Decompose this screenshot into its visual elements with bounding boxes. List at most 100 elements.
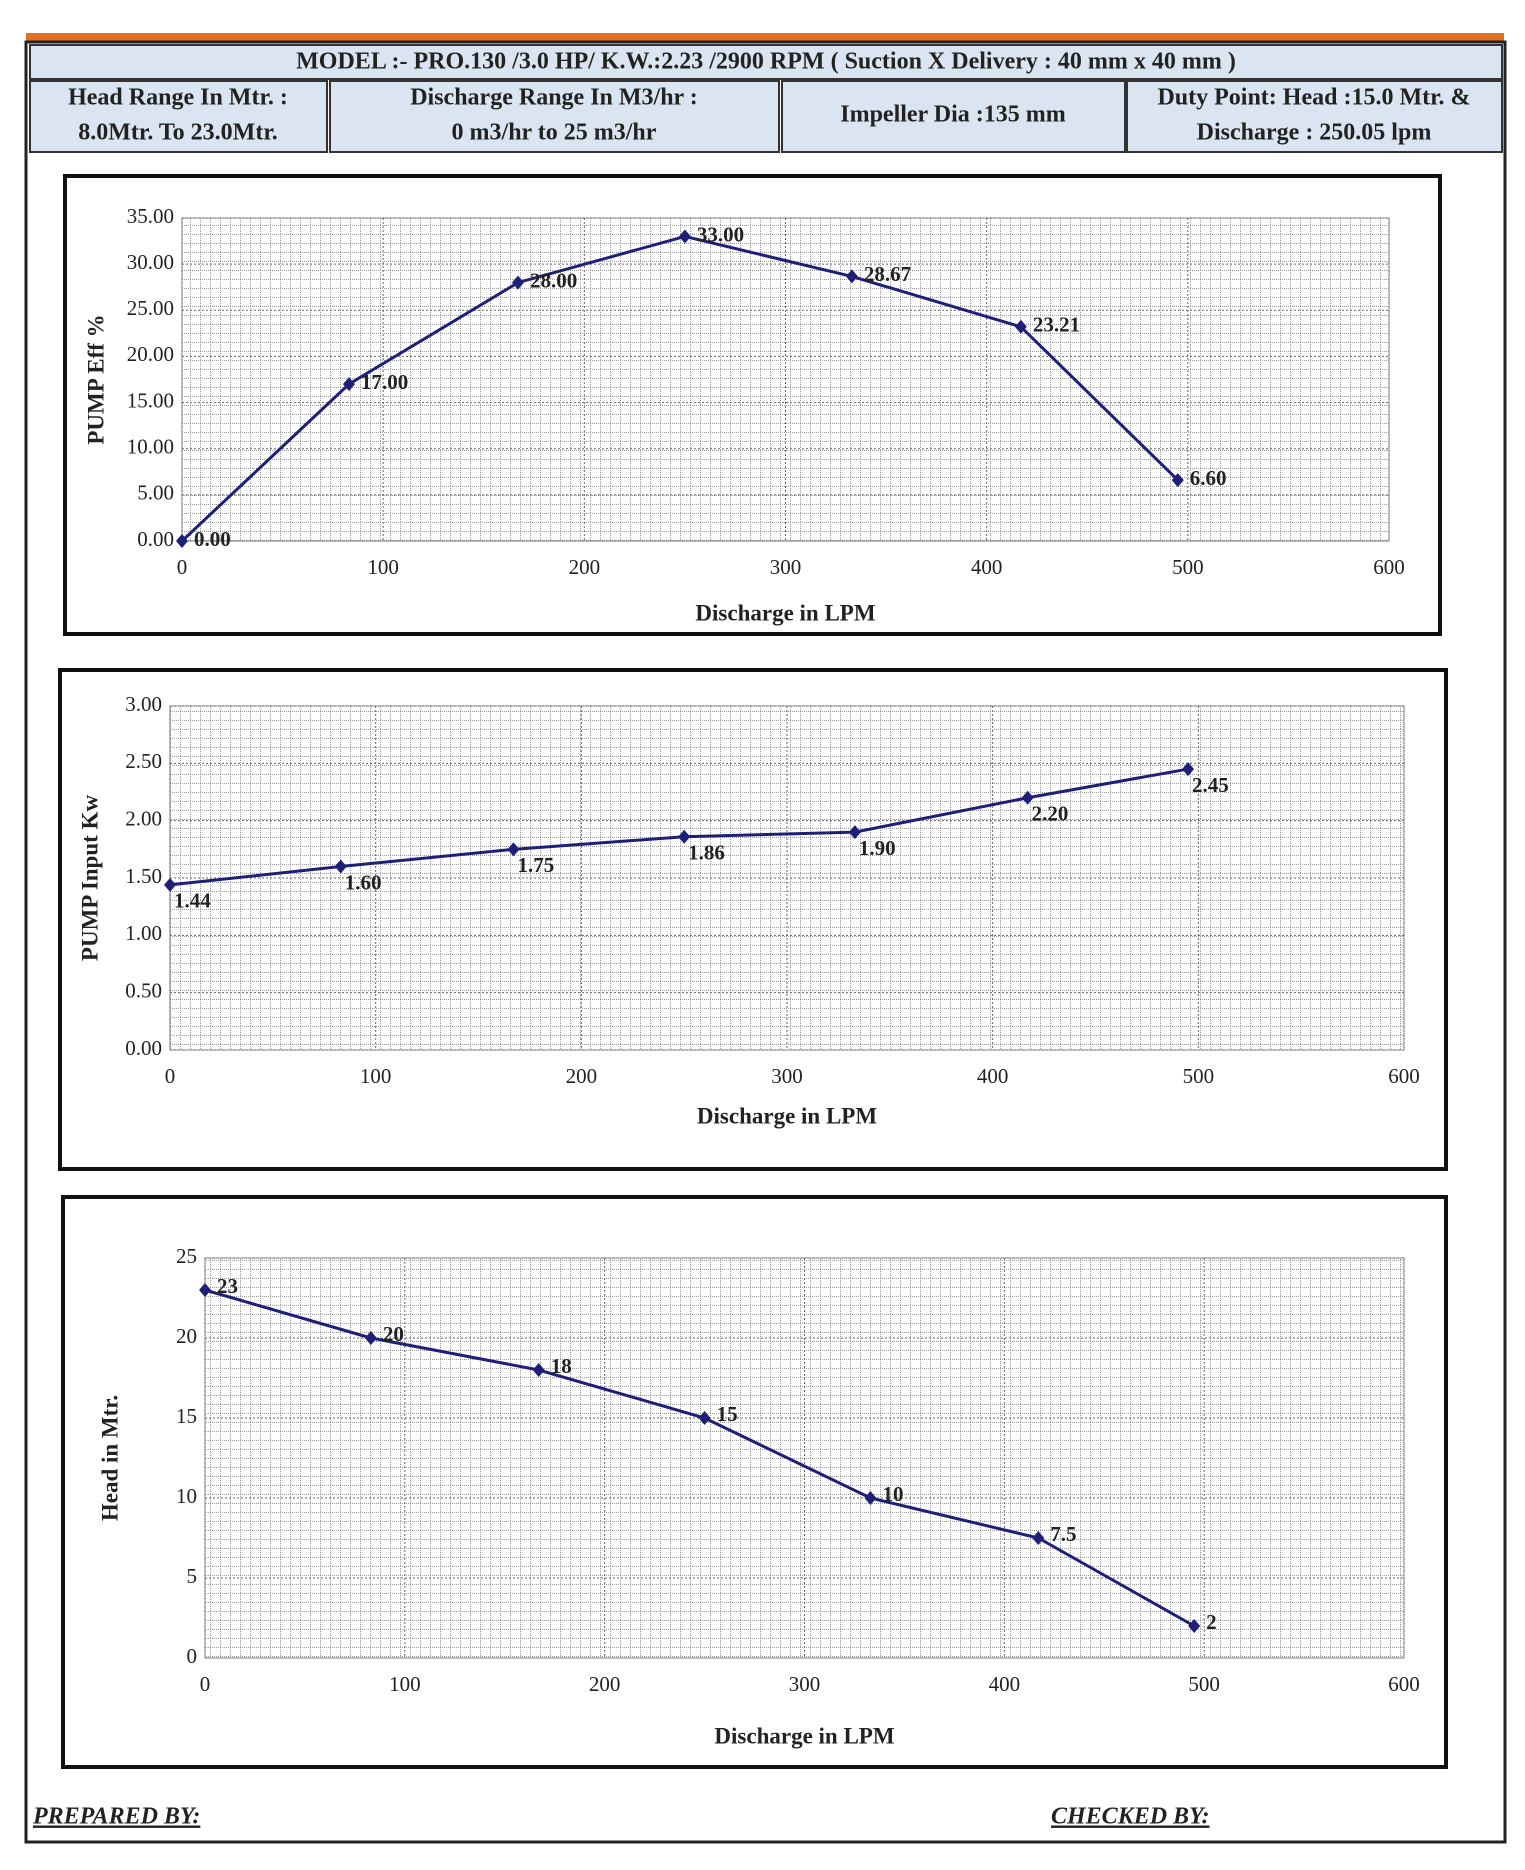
data-point: [848, 825, 861, 840]
x-tick-label: 300: [770, 555, 802, 579]
cell-text: Discharge : 250.05 lpm: [1197, 120, 1432, 146]
x-tick-label: 200: [589, 1672, 621, 1696]
cell: [1126, 80, 1503, 153]
x-tick-label: 300: [789, 1672, 821, 1696]
value-label: 1.60: [345, 870, 382, 894]
x-tick-label: 600: [1388, 1064, 1420, 1088]
y-tick-label: 10: [176, 1484, 197, 1508]
value-label: 2: [1206, 1610, 1217, 1634]
x-tick-label: 0: [165, 1064, 176, 1088]
y-tick-label: 10.00: [127, 435, 174, 459]
x-tick-label: 200: [566, 1064, 598, 1088]
x-tick-label: 200: [569, 555, 601, 579]
y-axis-label: Head in Mtr.: [97, 1395, 122, 1521]
y-tick-label: 0.00: [125, 1036, 162, 1060]
value-label: 1.90: [859, 836, 896, 860]
x-tick-label: 500: [1183, 1064, 1215, 1088]
x-tick-label: 100: [360, 1064, 392, 1088]
x-tick-label: 600: [1388, 1672, 1420, 1696]
y-tick-label: 30.00: [127, 250, 174, 274]
x-tick-label: 400: [989, 1672, 1021, 1696]
x-tick-label: 500: [1172, 555, 1204, 579]
value-label: 2.20: [1032, 802, 1069, 826]
data-point: [199, 1283, 211, 1297]
data-point: [164, 877, 176, 892]
value-label: 1.44: [174, 889, 211, 913]
data-point: [1032, 1531, 1045, 1545]
x-tick-label: 100: [367, 555, 399, 579]
checked-by: CHECKED BY:: [1051, 1804, 1210, 1830]
cell-text: Head Range In Mtr. :: [68, 85, 288, 111]
data-point: [511, 275, 524, 290]
data-point: [1014, 319, 1027, 334]
y-tick-label: 0.50: [125, 978, 162, 1002]
value-label: 18: [551, 1354, 572, 1378]
y-axis-label: PUMP Eff %: [83, 314, 108, 444]
value-label: 20: [383, 1322, 404, 1346]
x-tick-label: 400: [971, 555, 1003, 579]
y-tick-label: 2.50: [125, 749, 162, 773]
cell-text: Discharge Range In M3/hr :: [410, 85, 698, 111]
y-tick-label: 1.00: [125, 921, 162, 945]
data-point: [845, 269, 858, 284]
model: MODEL :- PRO.130 /3.0 HP/ K.W.:2.23 /290…: [296, 49, 1236, 75]
x-axis-label: Discharge in LPM: [714, 1723, 894, 1748]
data-point: [1182, 762, 1195, 777]
value-label: 23.21: [1033, 313, 1080, 337]
value-label: 15: [717, 1402, 738, 1426]
y-tick-label: 0.00: [137, 527, 174, 551]
data-point: [1021, 790, 1034, 805]
y-tick-label: 0: [187, 1644, 198, 1668]
y-tick-label: 1.50: [125, 864, 162, 888]
chart-frame: [63, 174, 1442, 636]
y-tick-label: 5.00: [137, 481, 174, 505]
value-label: 28.67: [864, 262, 911, 286]
cell: [329, 80, 780, 153]
data-point: [864, 1491, 877, 1505]
chart-frame: [58, 668, 1448, 1171]
data-point: [532, 1363, 545, 1377]
x-axis-label: Discharge in LPM: [697, 1103, 877, 1128]
y-tick-label: 15: [176, 1404, 197, 1428]
data-point: [334, 859, 347, 874]
cell-text: Impeller Dia :135 mm: [840, 102, 1066, 128]
y-tick-label: 20: [176, 1324, 197, 1348]
x-tick-label: 300: [771, 1064, 803, 1088]
value-label: 33.00: [697, 222, 744, 246]
value-label: 6.60: [1190, 466, 1227, 490]
value-label: 7.5: [1050, 1522, 1076, 1546]
x-tick-label: 0: [177, 555, 188, 579]
y-tick-label: 35.00: [127, 204, 174, 228]
data-point: [176, 534, 188, 548]
data-point: [678, 229, 691, 244]
y-tick-label: 5: [187, 1564, 198, 1588]
x-axis-label: Discharge in LPM: [695, 600, 875, 625]
data-point: [507, 842, 520, 857]
data-point: [698, 1411, 711, 1425]
data-point: [1171, 473, 1184, 488]
cell-text: 0 m3/hr to 25 m3/hr: [452, 120, 657, 146]
y-axis-label: PUMP Input Kw: [77, 795, 102, 962]
y-tick-label: 25.00: [127, 296, 174, 320]
value-label: 17.00: [361, 370, 408, 394]
y-tick-label: 15.00: [127, 388, 174, 412]
x-tick-label: 600: [1373, 555, 1405, 579]
cell: [781, 80, 1126, 153]
top-bar: [26, 33, 1504, 42]
y-tick-label: 20.00: [127, 342, 174, 366]
value-label: 1.75: [517, 853, 554, 877]
cell: [29, 80, 328, 153]
x-tick-label: 400: [977, 1064, 1009, 1088]
x-tick-label: 100: [389, 1672, 421, 1696]
x-tick-label: 0: [200, 1672, 211, 1696]
data-point: [678, 829, 691, 844]
data-point: [364, 1331, 377, 1345]
page-border: [24, 40, 1507, 1844]
y-tick-label: 2.00: [125, 806, 162, 830]
value-label: 28.00: [530, 268, 577, 292]
data-point: [1188, 1619, 1201, 1633]
y-tick-label: 25: [176, 1244, 197, 1268]
prepared-by: PREPARED BY:: [32, 1804, 200, 1830]
data-point: [342, 377, 355, 392]
